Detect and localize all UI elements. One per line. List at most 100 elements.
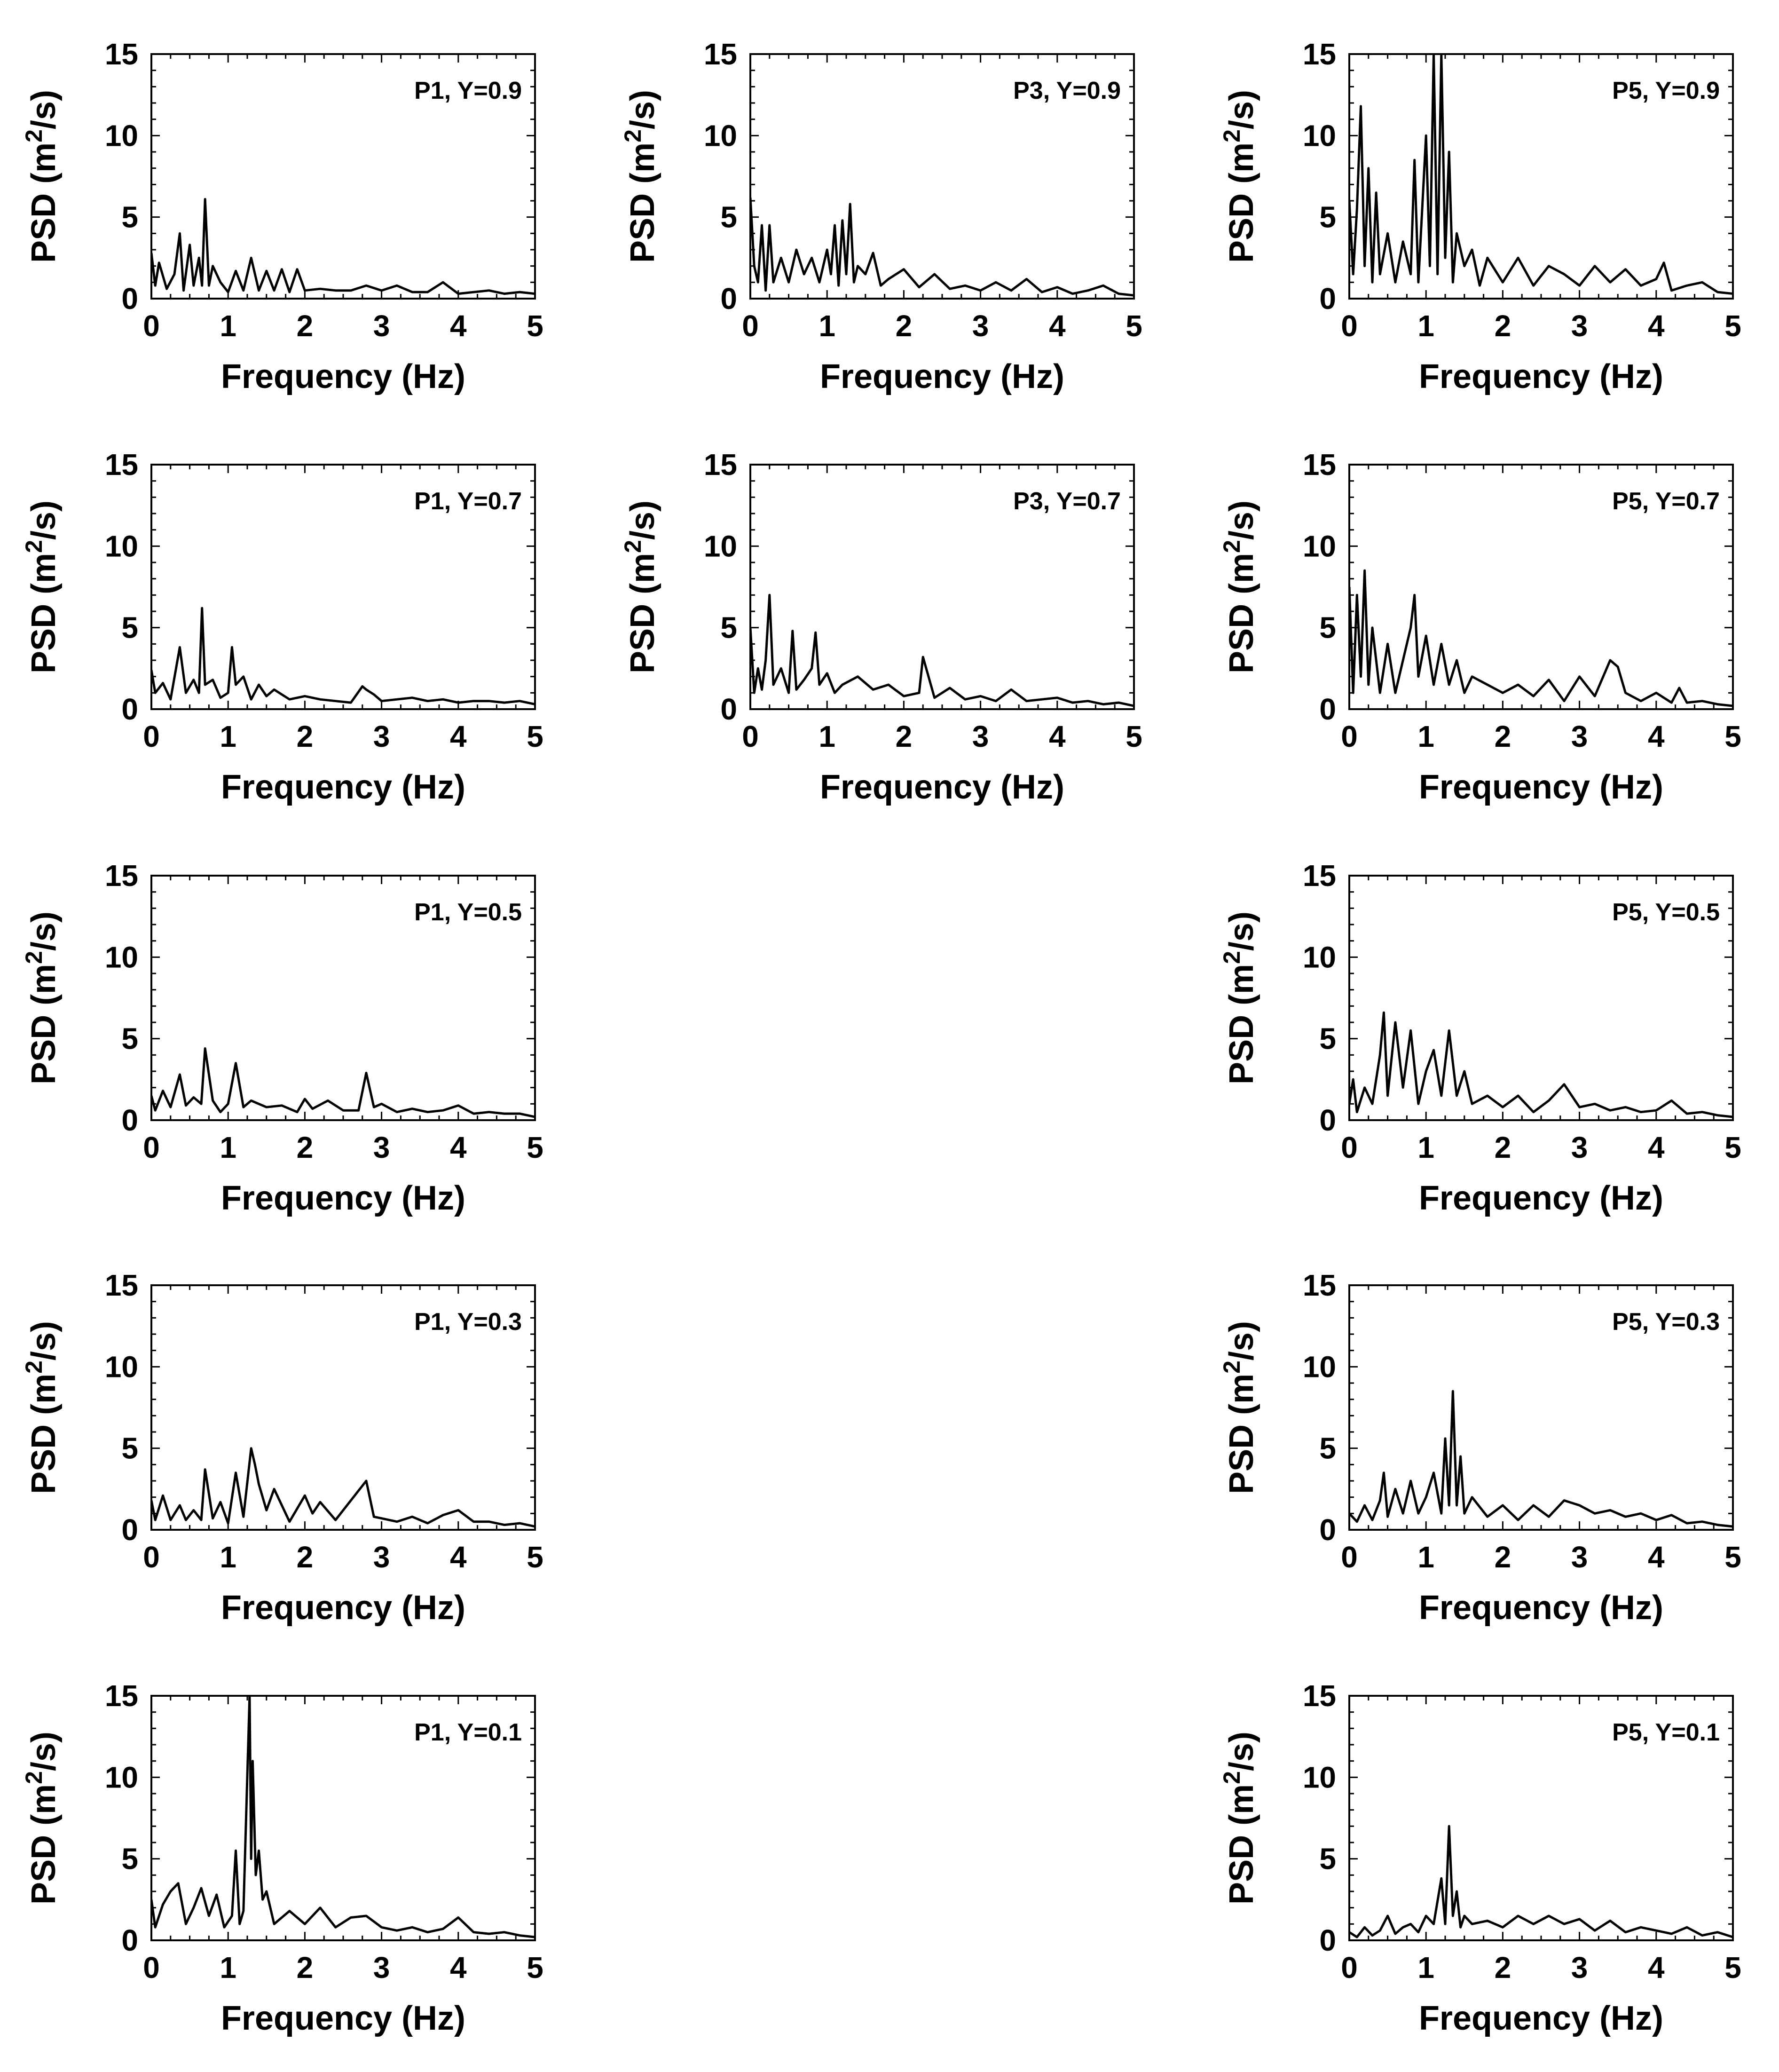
x-axis-title: Frequency (Hz) (221, 358, 465, 395)
psd-panel-p1-y03: 0 1 2 3 4 5 0 5 10 15 Frequency (Hz) PSD (m2/s) P1, … (21, 1268, 543, 1627)
x-tick-label: 0 (1341, 1131, 1358, 1164)
panel-label: P5, Y=0.3 (1612, 1308, 1720, 1336)
x-tick-label: 5 (1126, 720, 1142, 753)
x-tick-label: 5 (527, 720, 543, 753)
x-tick-label: 3 (373, 1540, 390, 1574)
x-tick-label: 4 (1648, 1131, 1665, 1164)
y-tick-label: 5 (121, 1022, 138, 1056)
y-tick-label: 5 (121, 611, 138, 645)
x-tick-label: 4 (1648, 720, 1665, 753)
y-tick-label: 5 (121, 1842, 138, 1876)
panel-label: P3, Y=0.7 (1013, 488, 1121, 515)
plot-frame (749, 464, 1135, 710)
x-tick-label: 1 (220, 1951, 236, 1985)
x-tick-label: 5 (527, 1131, 543, 1164)
psd-panel-p1-y05: 0 1 2 3 4 5 0 5 10 15 Frequency (Hz) PSD (m2/s) P1, … (21, 859, 543, 1217)
x-tick-label: 5 (527, 1951, 543, 1985)
y-tick-label: 0 (121, 692, 138, 726)
panel-label: P1, Y=0.1 (414, 1719, 522, 1746)
panel-label: P1, Y=0.9 (414, 77, 522, 104)
x-tick-label: 5 (1724, 1131, 1741, 1164)
x-tick-label: 2 (896, 309, 913, 343)
x-tick-label: 5 (527, 1540, 543, 1574)
y-tick-label: 10 (105, 119, 138, 152)
y-tick-label: 15 (1303, 448, 1336, 482)
x-tick-label: 1 (1417, 720, 1434, 753)
psd-panel-p3-y09: 0 1 2 3 4 5 0 5 10 15 Frequency (Hz) PSD (m2/s) P3, … (620, 37, 1142, 395)
x-tick-label: 0 (143, 1951, 160, 1985)
x-tick-label: 0 (1341, 720, 1358, 753)
y-tick-label: 0 (720, 692, 737, 726)
psd-panel-p1-y07: 0 1 2 3 4 5 0 5 10 15 Frequency (Hz) PSD (m2/s) P1, … (21, 448, 543, 806)
psd-series-line (750, 197, 1134, 297)
psd-series-line (151, 1047, 535, 1118)
y-tick-label: 15 (1303, 37, 1336, 71)
y-axis-title: PSD (m2/s) (1219, 1732, 1260, 1905)
x-tick-label: 0 (1341, 309, 1358, 343)
x-tick-label: 2 (297, 1540, 314, 1574)
y-tick-label: 10 (1303, 1760, 1336, 1794)
x-tick-label: 0 (742, 309, 759, 343)
x-tick-label: 3 (1571, 309, 1588, 343)
y-tick-label: 15 (105, 1679, 138, 1713)
x-axis-title: Frequency (Hz) (1419, 1179, 1663, 1217)
psd-series-line (151, 1695, 535, 1938)
x-tick-label: 1 (819, 309, 835, 343)
x-axis-title: Frequency (Hz) (221, 1179, 465, 1217)
y-tick-label: 5 (720, 200, 737, 234)
x-tick-label: 3 (1571, 1951, 1588, 1985)
x-axis-title: Frequency (Hz) (221, 2000, 465, 2037)
y-tick-label: 5 (1319, 1022, 1336, 1056)
x-tick-label: 2 (297, 1131, 314, 1164)
x-tick-label: 1 (220, 309, 236, 343)
x-tick-label: 0 (1341, 1540, 1358, 1574)
y-tick-label: 15 (105, 37, 138, 71)
x-tick-label: 4 (1648, 1540, 1665, 1574)
y-tick-label: 5 (720, 611, 737, 645)
y-tick-label: 5 (1319, 1431, 1336, 1465)
x-tick-label: 3 (972, 720, 989, 753)
y-tick-label: 15 (105, 859, 138, 893)
y-tick-label: 15 (105, 1268, 138, 1302)
psd-panel-p3-y07: 0 1 2 3 4 5 0 5 10 15 Frequency (Hz) PSD (m2/s) P3, … (620, 448, 1142, 806)
plot-frame (150, 875, 536, 1121)
x-tick-label: 2 (896, 720, 913, 753)
psd-panel-p1-y01: 0 1 2 3 4 5 0 5 10 15 Frequency (Hz) PSD (m2/s) P1, … (21, 1679, 543, 2037)
x-tick-label: 0 (143, 1540, 160, 1574)
x-tick-label: 3 (373, 720, 390, 753)
x-tick-label: 3 (1571, 720, 1588, 753)
y-tick-label: 5 (1319, 611, 1336, 645)
x-tick-label: 5 (1724, 1951, 1741, 1985)
x-axis-title: Frequency (Hz) (820, 358, 1064, 395)
psd-series-line (151, 607, 535, 706)
x-tick-label: 4 (450, 1131, 467, 1164)
y-tick-label: 0 (720, 282, 737, 316)
y-tick-label: 10 (704, 119, 737, 152)
psd-panel-p5-y05: 0 1 2 3 4 5 0 5 10 15 Frequency (Hz) PSD (m2/s) P5, … (1219, 859, 1741, 1217)
psd-panel-p5-y01: 0 1 2 3 4 5 0 5 10 15 Frequency (Hz) PSD (m2/s) P5, … (1219, 1679, 1741, 2037)
y-axis-title: PSD (m2/s) (1219, 911, 1260, 1084)
psd-series-line (1349, 1390, 1733, 1528)
x-axis-title: Frequency (Hz) (1419, 358, 1663, 395)
psd-series-line (1349, 1011, 1733, 1118)
x-tick-label: 3 (1571, 1540, 1588, 1574)
panel-label: P1, Y=0.3 (414, 1308, 522, 1336)
x-axis-title: Frequency (Hz) (221, 768, 465, 806)
y-tick-label: 10 (105, 1350, 138, 1384)
x-tick-label: 4 (1049, 309, 1066, 343)
x-tick-label: 4 (1648, 1951, 1665, 1985)
panel-label: P5, Y=0.9 (1612, 77, 1720, 104)
plot-frame (150, 53, 536, 300)
psd-panel-p5-y07: 0 1 2 3 4 5 0 5 10 15 Frequency (Hz) PSD (m2/s) P5, … (1219, 448, 1741, 806)
psd-series-line (151, 198, 535, 295)
plot-frame (749, 53, 1135, 300)
y-tick-label: 0 (1319, 1513, 1336, 1547)
y-tick-label: 0 (1319, 692, 1336, 726)
y-axis-title: PSD (m2/s) (21, 500, 63, 673)
x-tick-label: 0 (1341, 1951, 1358, 1985)
y-tick-label: 0 (1319, 282, 1336, 316)
x-tick-label: 3 (1571, 1131, 1588, 1164)
psd-panel-p1-y09: 0 1 2 3 4 5 0 5 10 15 Frequency (Hz) PSD (m2/s) P1, … (21, 37, 543, 395)
x-tick-label: 3 (373, 1131, 390, 1164)
